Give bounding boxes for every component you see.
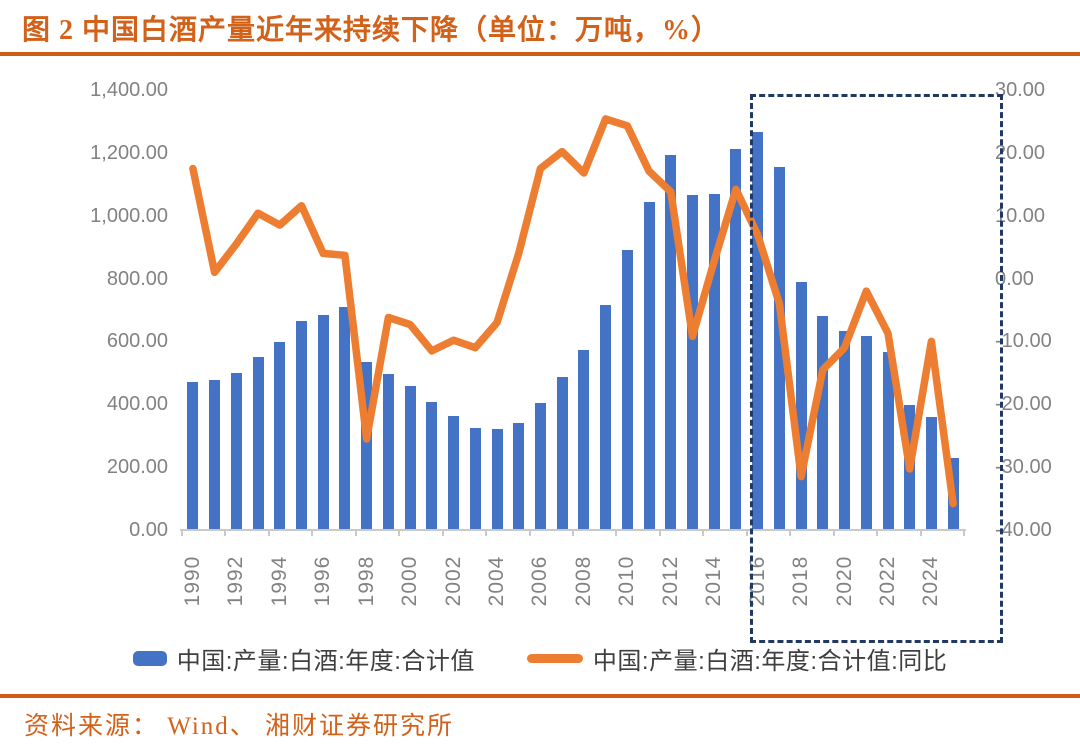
bar-2005 xyxy=(513,422,525,530)
x-axis-tick xyxy=(745,530,748,536)
x-axis-tick xyxy=(398,530,401,536)
x-axis-label-1992: 1992 xyxy=(224,555,248,607)
x-axis-tick xyxy=(832,530,835,536)
y-axis-right-label: 10.00 xyxy=(995,204,1046,227)
y-axis-right-label: -20.00 xyxy=(995,393,1052,416)
y-axis-right-label: 20.00 xyxy=(995,141,1046,164)
bar-2001 xyxy=(426,402,438,530)
y-axis-left-label: 200.00 xyxy=(106,456,168,479)
y-axis-left-label: 600.00 xyxy=(106,330,168,353)
x-axis-tick xyxy=(311,530,314,536)
legend-label-production: 中国:产量:白酒:年度:合计值 xyxy=(176,647,475,675)
bar-1996 xyxy=(317,314,329,530)
bar-1993 xyxy=(252,357,264,530)
bar-1997 xyxy=(339,306,351,530)
x-axis-label-2010: 2010 xyxy=(615,555,639,607)
y-axis-left-label: 1,200.00 xyxy=(90,141,168,164)
title-underline xyxy=(0,52,1080,56)
x-axis-label-1998: 1998 xyxy=(354,555,378,607)
x-axis-label-1996: 1996 xyxy=(311,555,335,607)
x-axis-tick xyxy=(702,530,705,536)
y-axis-right-label: 30.00 xyxy=(995,79,1046,101)
bar-2003 xyxy=(469,428,481,530)
x-axis-tick xyxy=(919,530,922,536)
x-axis-label-2006: 2006 xyxy=(528,555,552,607)
x-axis-tick xyxy=(789,530,792,536)
bar-1998 xyxy=(361,362,373,530)
x-axis-tick xyxy=(572,530,574,536)
bar-2010 xyxy=(621,250,633,530)
y-axis-left-label: 1,000.00 xyxy=(90,204,168,227)
y-axis-right-label: -40.00 xyxy=(995,519,1052,541)
bar-1992 xyxy=(230,372,242,530)
figure-title: 图 2 中国白酒产量近年来持续下降（单位：万吨，%） xyxy=(22,15,721,46)
x-axis-label-1994: 1994 xyxy=(267,555,291,607)
y-axis-left-label: 0.00 xyxy=(129,519,168,541)
highlight-dashed-box xyxy=(749,94,1003,643)
bar-2006 xyxy=(534,402,546,530)
x-axis-label-2002: 2002 xyxy=(441,555,465,607)
x-axis-label-2004: 2004 xyxy=(485,555,508,607)
bar-1999 xyxy=(382,374,394,530)
legend-item-production: 中国:产量:白酒:年度:合计值 xyxy=(132,641,475,676)
x-axis-tick xyxy=(963,530,965,536)
x-axis-tick xyxy=(354,530,357,536)
bar-1995 xyxy=(296,321,307,530)
bar-2012 xyxy=(665,155,677,530)
source-note: 资料来源： Wind、 湘财证券研究所 xyxy=(24,713,455,740)
bar-2007 xyxy=(556,376,568,530)
bar-2008 xyxy=(578,349,590,530)
y-axis-right-label: -10.00 xyxy=(995,330,1052,353)
x-axis-tick xyxy=(485,530,488,536)
x-axis-tick xyxy=(181,530,183,536)
x-axis-label-2014: 2014 xyxy=(702,555,726,607)
y-axis-right-label: 0.00 xyxy=(995,267,1034,290)
bar-2002 xyxy=(448,416,459,530)
bar-1994 xyxy=(274,342,286,530)
legend: 中国:产量:白酒:年度:合计值 中国:产量:白酒:年度:合计值:同比 xyxy=(0,641,1080,675)
legend-label-yoy: 中国:产量:白酒:年度:合计值:同比 xyxy=(592,647,948,675)
bar-2014 xyxy=(708,194,720,530)
bar-2011 xyxy=(643,202,655,530)
y-axis-left-label: 800.00 xyxy=(106,267,168,290)
x-axis-label-2008: 2008 xyxy=(571,555,595,607)
bar-1991 xyxy=(209,380,221,530)
legend-item-yoy: 中国:产量:白酒:年度:合计值:同比 xyxy=(526,641,948,676)
x-axis-label-1990: 1990 xyxy=(180,555,204,607)
bar-2004 xyxy=(491,429,503,530)
footer-rule xyxy=(0,694,1080,698)
x-axis-tick xyxy=(876,530,879,536)
bar-2013 xyxy=(687,195,698,530)
x-axis-tick xyxy=(441,530,444,536)
x-axis-tick xyxy=(528,530,531,536)
bar-1990 xyxy=(187,382,199,530)
bar-2009 xyxy=(600,305,612,530)
x-axis-tick xyxy=(658,530,661,536)
x-axis-label-2000: 2000 xyxy=(398,555,422,607)
y-axis-right-label: -30.00 xyxy=(995,456,1052,479)
y-axis-left-label: 1,400.00 xyxy=(90,79,168,101)
line-swatch xyxy=(526,653,583,663)
y-axis-left-label: 400.00 xyxy=(106,393,168,416)
bar-2015 xyxy=(730,148,742,530)
bar-swatch xyxy=(132,650,167,666)
x-axis-tick xyxy=(615,530,618,536)
x-axis-tick xyxy=(267,530,270,536)
bar-2000 xyxy=(404,386,416,530)
x-axis-tick xyxy=(224,530,227,536)
x-axis-label-2012: 2012 xyxy=(658,555,682,607)
